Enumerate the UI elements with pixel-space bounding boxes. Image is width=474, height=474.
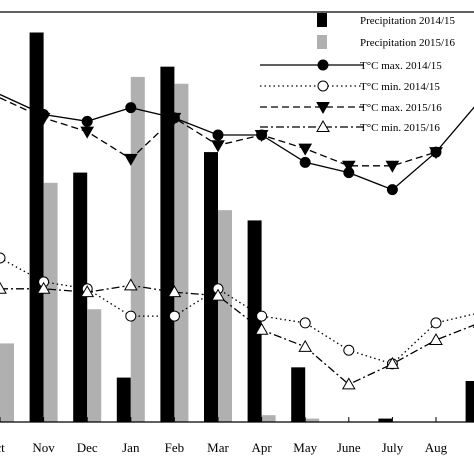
marker-tt-min-2015-16-dec: [80, 285, 95, 298]
temperature-markers-layer: [0, 102, 474, 390]
bar-precip-2015-16-mar: [218, 210, 232, 422]
x-tick-label-july: July: [382, 440, 404, 455]
marker-tt-min-2015-16-feb: [167, 285, 182, 298]
marker-tt-min-2015-16-may: [298, 339, 313, 352]
x-tick-label-mar: Mar: [207, 440, 229, 455]
legend-marker-tt-max-2014-15: [317, 59, 329, 71]
bar-precip-2014-15-feb: [160, 66, 175, 423]
bar-precip-2014-15-mar: [204, 152, 218, 423]
x-tick-label-apr: Apr: [251, 440, 272, 455]
marker-tt-max-2015-16-aug: [429, 147, 443, 160]
bar-precip-2014-15-may: [291, 367, 306, 422]
legend-marker-tt-min-2014-15: [317, 80, 329, 92]
marker-tt-min-2015-16-july: [385, 356, 400, 369]
x-tick-label-nov: Nov: [32, 440, 55, 455]
bar-precip-2015-16-oct: [0, 343, 14, 422]
marker-tt-min-2014-15-june: [343, 344, 355, 356]
marker-tt-max-2015-16-mar: [211, 140, 225, 153]
bar-precip-2014-15-july: [378, 418, 393, 422]
marker-tt-max-2015-16-may: [298, 143, 313, 156]
legend-label-tt-max-2014-15: T°C max. 2014/15: [360, 60, 442, 72]
marker-tt-max-2015-16-june: [341, 160, 356, 173]
marker-tt-max-2014-15-dec: [81, 115, 93, 127]
bar-precip-2014-15-dec: [73, 172, 88, 422]
marker-tt-min-2014-15-jan: [125, 310, 137, 322]
x-tick-label-june: June: [337, 440, 361, 455]
marker-tt-min-2014-15-oct: [0, 252, 6, 264]
marker-tt-max-2015-16-apr: [254, 130, 269, 143]
marker-tt-min-2014-15-feb: [168, 310, 180, 322]
marker-tt-max-2015-16-dec: [80, 126, 95, 139]
bars-layer: [0, 32, 474, 423]
marker-tt-min-2014-15-may: [299, 317, 311, 329]
legend-swatch-precipitation-2015-16: [317, 35, 327, 49]
legend-marker-tt-max-2015-16: [316, 102, 330, 115]
bar-precip-2014-15-jan: [116, 377, 131, 422]
marker-tt-max-2014-15-mar: [212, 129, 224, 141]
marker-tt-max-2014-15-jan: [125, 102, 137, 114]
marker-tt-max-2014-15-july: [386, 184, 398, 196]
legend-label-precipitation-2015-16: Precipitation 2015/16: [360, 37, 456, 49]
marker-tt-min-2014-15-aug: [430, 317, 442, 329]
marker-tt-min-2015-16-june: [341, 377, 356, 390]
marker-tt-min-2015-16-apr: [254, 322, 269, 335]
bar-precip-2015-16-may: [305, 418, 320, 422]
marker-tt-max-2015-16-jan: [123, 153, 138, 166]
x-tick-label-may: May: [293, 440, 317, 455]
marker-tt-max-2014-15-may: [299, 156, 311, 168]
x-tick-label-jan: Jan: [122, 440, 140, 455]
marker-tt-min-2015-16-mar: [211, 288, 225, 301]
bar-precip-2014-15-sep: [465, 381, 474, 422]
legend: Precipitation 2014/15 Precipitation 2015/…: [260, 13, 456, 134]
legend-label-tt-min-2015-16: T°C min. 2015/16: [360, 122, 440, 134]
x-tick-label-oct: ct: [0, 440, 5, 455]
bar-precip-2015-16-nov: [43, 182, 58, 422]
marker-tt-min-2014-15-apr: [256, 310, 268, 322]
x-tick-label-aug: Aug: [425, 440, 448, 455]
marker-tt-max-2015-16-july: [385, 160, 400, 173]
x-tick-label-dec: Dec: [77, 440, 98, 455]
legend-label-tt-min-2014-15: T°C min. 2014/15: [360, 81, 440, 93]
legend-label-precipitation-2014-15: Precipitation 2014/15: [360, 15, 456, 27]
marker-tt-min-2015-16-oct: [0, 281, 7, 294]
bar-precip-2015-16-jan: [130, 76, 145, 423]
marker-tt-min-2015-16-nov: [36, 281, 51, 294]
marker-tt-min-2015-16-aug: [429, 332, 443, 345]
legend-marker-tt-min-2015-16: [316, 119, 330, 132]
marker-tt-min-2015-16-jan: [123, 278, 138, 291]
legend-label-tt-max-2015-16: T°C max. 2015/16: [360, 102, 442, 114]
x-tick-label-feb: Feb: [165, 440, 185, 455]
bar-precip-2015-16-dec: [87, 309, 102, 422]
axis-layer: ctNovDecJanFebMarAprMayJuneJulyAugS: [0, 11, 474, 455]
marker-tt-max-2015-16-nov: [36, 112, 51, 125]
bar-precip-2014-15-nov: [29, 32, 44, 422]
legend-swatch-precipitation-2014-15: [317, 13, 327, 27]
bar-precip-2015-16-feb: [174, 83, 189, 422]
bar-precip-2014-15-apr: [247, 220, 262, 422]
marker-tt-max-2015-16-feb: [167, 112, 182, 125]
bar-precip-2015-16-apr: [261, 415, 276, 422]
